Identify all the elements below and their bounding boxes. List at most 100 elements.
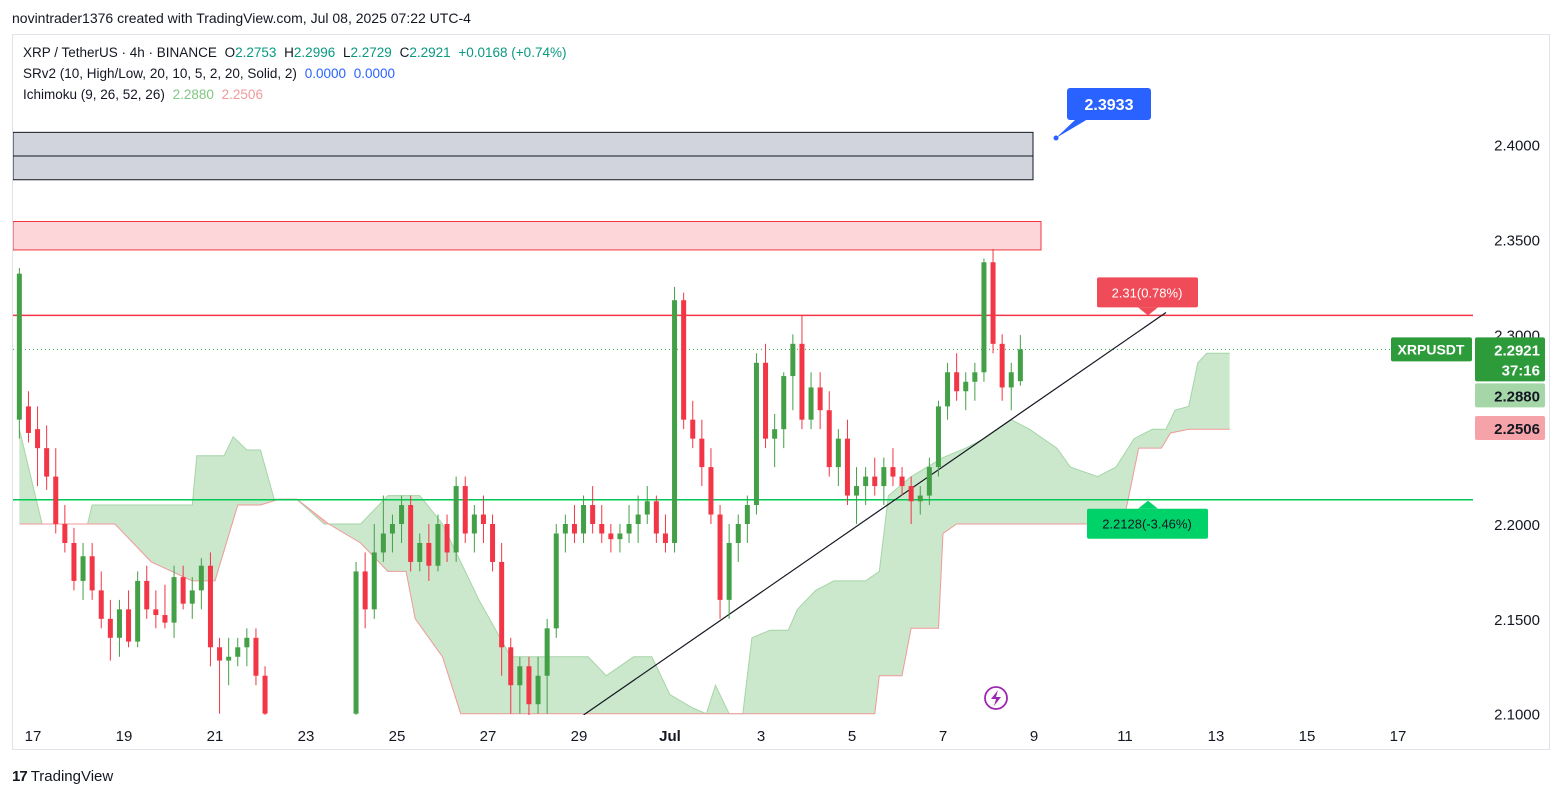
symbol-legend[interactable]: XRP / TetherUS · 4h · BINANCE O2.2753 H2… — [23, 45, 570, 60]
candle[interactable] — [244, 628, 250, 667]
candle[interactable] — [135, 571, 141, 648]
candle[interactable] — [526, 656, 532, 723]
candle[interactable] — [162, 584, 168, 629]
resistance-label-box[interactable] — [1097, 277, 1198, 308]
srv2-title[interactable]: SRv2 (10, High/Low, 20, 10, 5, 2, 20, So… — [23, 66, 297, 81]
candle[interactable] — [753, 353, 759, 515]
candle[interactable] — [207, 552, 213, 667]
candle[interactable] — [945, 362, 951, 420]
candle[interactable] — [399, 495, 405, 543]
candle[interactable] — [226, 637, 232, 686]
candle[interactable] — [153, 590, 159, 629]
candle[interactable] — [380, 495, 386, 562]
candle[interactable] — [854, 467, 860, 525]
candle[interactable] — [772, 414, 778, 468]
candle[interactable] — [471, 505, 477, 553]
candle[interactable] — [872, 457, 878, 496]
candle[interactable] — [681, 292, 687, 430]
candle[interactable] — [389, 514, 395, 553]
candle[interactable] — [198, 558, 204, 610]
candle[interactable] — [917, 486, 923, 515]
candle[interactable] — [653, 495, 659, 543]
candle[interactable] — [790, 334, 796, 411]
candle[interactable] — [972, 362, 978, 401]
candle[interactable] — [1008, 362, 1014, 411]
last-price-badge[interactable] — [1475, 337, 1545, 382]
candle[interactable] — [353, 561, 359, 723]
ichimoku-legend[interactable]: Ichimoku (9, 26, 52, 26) 2.2880 2.2506 — [23, 87, 267, 102]
candle[interactable] — [690, 400, 696, 449]
candle[interactable] — [735, 514, 741, 562]
ichimoku-title[interactable]: Ichimoku (9, 26, 52, 26) — [23, 87, 165, 102]
candle[interactable] — [644, 486, 650, 525]
candle[interactable] — [544, 618, 550, 714]
candle[interactable] — [499, 542, 505, 676]
candle[interactable] — [571, 505, 577, 543]
candle[interactable] — [808, 372, 814, 430]
candle[interactable] — [553, 524, 559, 638]
candle[interactable] — [417, 533, 423, 572]
candle[interactable] — [107, 599, 113, 661]
candle[interactable] — [781, 372, 787, 449]
candle[interactable] — [581, 495, 587, 543]
candle[interactable] — [626, 505, 632, 543]
support-label-box[interactable] — [1087, 508, 1208, 539]
candle[interactable] — [25, 391, 31, 443]
candle[interactable] — [435, 514, 441, 572]
candle[interactable] — [462, 476, 468, 543]
candle[interactable] — [535, 656, 541, 714]
candle[interactable] — [253, 628, 259, 686]
candle[interactable] — [116, 599, 122, 657]
candle[interactable] — [908, 476, 914, 525]
symbol-badge[interactable] — [1391, 337, 1472, 362]
symbol-name[interactable]: XRP / TetherUS · 4h · BINANCE — [23, 45, 217, 60]
callout-box[interactable] — [1067, 88, 1151, 120]
candle[interactable] — [217, 637, 223, 714]
candle[interactable] — [708, 448, 714, 525]
candle[interactable] — [189, 577, 195, 619]
candle[interactable] — [490, 514, 496, 572]
candle[interactable] — [881, 457, 887, 506]
candle[interactable] — [562, 514, 568, 553]
candle[interactable] — [53, 448, 59, 534]
candle[interactable] — [262, 666, 268, 751]
candle[interactable] — [426, 524, 432, 581]
plot-area[interactable] — [13, 131, 1473, 751]
candle[interactable] — [35, 406, 41, 487]
candle[interactable] — [517, 656, 523, 714]
candle[interactable] — [590, 486, 596, 534]
candle[interactable] — [699, 419, 705, 487]
candle[interactable] — [963, 372, 969, 411]
candle[interactable] — [935, 400, 941, 477]
candle[interactable] — [799, 315, 805, 430]
candle[interactable] — [235, 637, 241, 667]
candle[interactable] — [817, 372, 823, 430]
supply-zone-red[interactable] — [13, 220, 1042, 251]
candle[interactable] — [599, 505, 605, 543]
candle[interactable] — [44, 425, 50, 490]
candle[interactable] — [480, 495, 486, 543]
candle[interactable] — [954, 353, 960, 401]
candle[interactable] — [80, 542, 86, 600]
candle[interactable] — [453, 476, 459, 562]
lightning-icon[interactable] — [984, 686, 1008, 710]
candle[interactable] — [126, 590, 132, 648]
candle[interactable] — [717, 505, 723, 619]
candle[interactable] — [835, 429, 841, 487]
candle[interactable] — [990, 248, 996, 354]
candle[interactable] — [371, 524, 377, 619]
candle[interactable] — [763, 343, 769, 449]
candle[interactable] — [62, 505, 68, 553]
srv2-legend[interactable]: SRv2 (10, High/Low, 20, 10, 5, 2, 20, So… — [23, 66, 399, 81]
candle[interactable] — [635, 495, 641, 543]
candle[interactable] — [726, 524, 732, 619]
candle[interactable] — [899, 467, 905, 496]
candle[interactable] — [826, 391, 832, 477]
candle[interactable] — [672, 286, 678, 553]
candle[interactable] — [981, 258, 987, 382]
candle[interactable] — [98, 571, 104, 629]
candle[interactable] — [508, 637, 514, 714]
candle[interactable] — [662, 514, 668, 553]
candle[interactable] — [180, 565, 186, 610]
